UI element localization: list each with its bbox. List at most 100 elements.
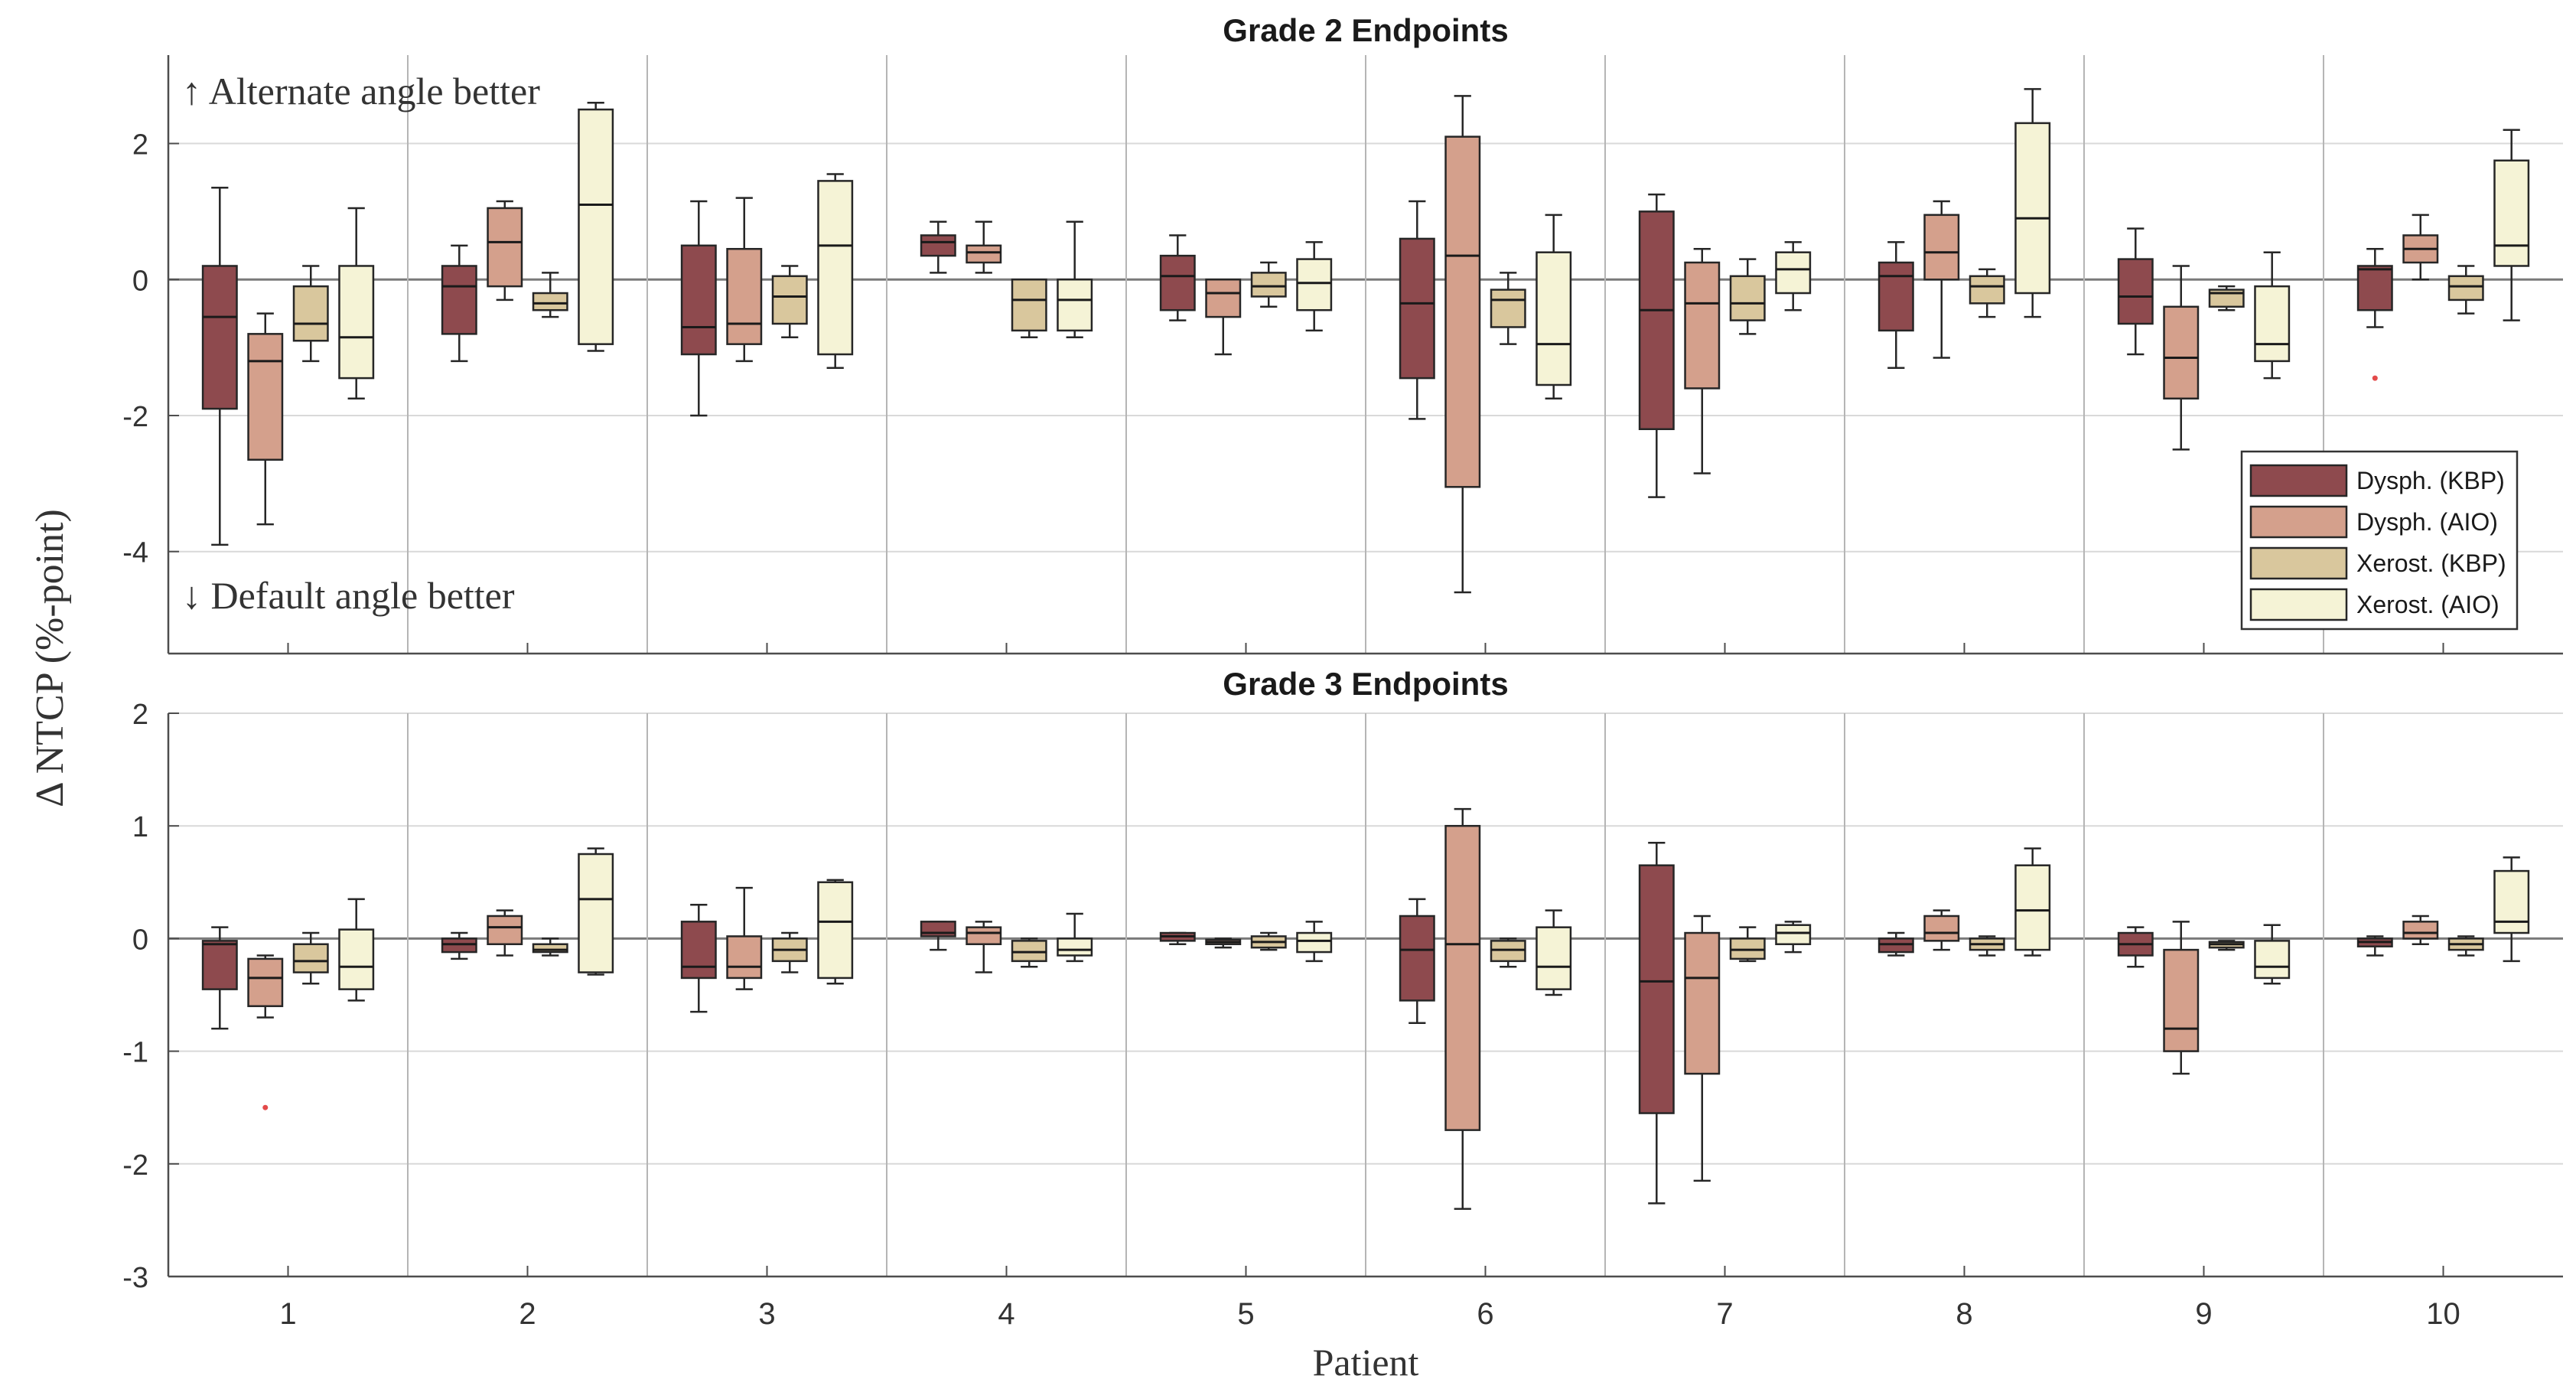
box-iqr — [1057, 279, 1093, 332]
box-dysph-kbp-patient-8 — [1877, 241, 1914, 370]
box-xerost-kbp-patient-9 — [2208, 285, 2245, 311]
grade2-panel: 2 0 -2 -4 — [122, 55, 2563, 655]
box-xerost-kbp-patient-10 — [2447, 265, 2484, 315]
box-xerost-kbp-patient-6 — [1490, 937, 1526, 968]
box-dysph-kbp-patient-9 — [2117, 926, 2154, 968]
box-iqr — [1444, 824, 1481, 1131]
box-iqr — [338, 928, 375, 990]
box-iqr — [1969, 275, 2005, 305]
box-iqr — [1877, 261, 1914, 332]
box-dysph-aio-patient-10 — [2402, 214, 2439, 281]
box-dysph-kbp-patient-4 — [920, 921, 956, 951]
y-tick-label: 2 — [132, 699, 148, 731]
box-xerost-kbp-patient-9 — [2208, 940, 2245, 951]
x-axis-label: Patient — [1313, 1341, 1419, 1384]
y-tick-label: 2 — [132, 129, 148, 161]
x-tick-label: 3 — [758, 1297, 775, 1331]
box-xerost-kbp-patient-5 — [1250, 261, 1287, 308]
y-tick-label: -4 — [122, 537, 148, 569]
box-iqr — [578, 853, 614, 973]
box-iqr — [2117, 258, 2154, 325]
x-tick-label: 4 — [998, 1297, 1014, 1331]
box-dysph-kbp-patient-5 — [1159, 931, 1196, 946]
box-xerost-aio-patient-7 — [1775, 241, 1812, 311]
box-iqr — [1490, 289, 1526, 328]
box-iqr — [817, 881, 854, 980]
box-xerost-kbp-patient-4 — [1011, 279, 1047, 339]
box-iqr — [1399, 237, 1435, 380]
box-iqr — [1729, 275, 1766, 321]
box-xerost-aio-patient-5 — [1296, 241, 1333, 332]
box-xerost-kbp-patient-1 — [292, 931, 329, 985]
box-dysph-kbp-patient-4 — [920, 220, 956, 274]
box-dysph-kbp-patient-7 — [1638, 193, 1675, 498]
box-xerost-aio-patient-7 — [1775, 921, 1812, 954]
box-dysph-aio-patient-3 — [726, 886, 763, 990]
box-xerost-kbp-patient-3 — [771, 265, 808, 339]
box-dysph-aio-patient-3 — [726, 197, 763, 363]
box-dysph-aio-patient-7 — [1684, 915, 1721, 1182]
box-xerost-kbp-patient-8 — [1969, 268, 2005, 318]
box-iqr — [680, 244, 717, 356]
box-xerost-aio-patient-3 — [817, 173, 854, 370]
box-iqr — [2254, 285, 2291, 363]
y-tick-label: 0 — [132, 924, 148, 956]
box-iqr — [771, 275, 808, 325]
box-iqr — [2163, 305, 2200, 400]
y-tick-label: 1 — [132, 811, 148, 843]
box-dysph-aio-patient-6 — [1444, 807, 1481, 1210]
box-iqr — [1536, 251, 1572, 386]
box-dysph-kbp-patient-6 — [1399, 898, 1435, 1025]
box-iqr — [2356, 265, 2393, 311]
legend-label: Xerost. (KBP) — [2356, 549, 2506, 577]
y-axis-label: Δ NTCP (%-point) — [28, 509, 72, 807]
outlier-point — [262, 1104, 269, 1110]
box-xerost-kbp-patient-3 — [771, 931, 808, 973]
box-iqr — [920, 234, 956, 257]
box-iqr — [1775, 924, 1812, 946]
box-xerost-kbp-patient-7 — [1729, 258, 1766, 335]
box-iqr — [920, 921, 956, 937]
legend-swatch-dysph-aio- — [2249, 505, 2348, 539]
box-iqr — [201, 940, 238, 990]
box-iqr — [292, 943, 329, 973]
box-iqr — [247, 333, 284, 461]
box-dysph-aio-patient-2 — [487, 200, 523, 302]
box-xerost-aio-patient-5 — [1296, 921, 1333, 963]
box-iqr — [1638, 210, 1675, 430]
box-iqr — [532, 943, 568, 954]
box-iqr — [1011, 279, 1047, 332]
box-dysph-aio-patient-4 — [966, 220, 1002, 274]
box-dysph-aio-patient-2 — [487, 909, 523, 957]
legend-swatch-dysph-kbp- — [2249, 464, 2348, 497]
box-xerost-kbp-patient-1 — [292, 265, 329, 363]
box-iqr — [1296, 258, 1333, 311]
legend-swatch-xerost-kbp- — [2249, 546, 2348, 580]
box-dysph-kbp-patient-2 — [441, 244, 477, 363]
box-iqr — [201, 265, 238, 410]
box-dysph-kbp-patient-10 — [2356, 248, 2393, 381]
box-dysph-kbp-patient-9 — [2117, 227, 2154, 356]
box-xerost-kbp-patient-4 — [1011, 937, 1047, 968]
box-iqr — [817, 180, 854, 356]
box-iqr — [966, 244, 1002, 264]
box-xerost-kbp-patient-10 — [2447, 935, 2484, 957]
box-xerost-kbp-patient-7 — [1729, 926, 1766, 963]
box-iqr — [487, 207, 523, 288]
y-tick-label: -1 — [122, 1037, 148, 1069]
outlier-point — [2372, 375, 2378, 381]
box-xerost-kbp-patient-2 — [532, 272, 568, 318]
box-dysph-kbp-patient-10 — [2356, 935, 2393, 957]
box-dysph-aio-patient-6 — [1444, 95, 1481, 594]
box-dysph-kbp-patient-3 — [680, 903, 717, 1013]
annotation-alternate-better: ↑ Alternate angle better — [182, 70, 540, 112]
box-xerost-kbp-patient-2 — [532, 937, 568, 957]
box-dysph-kbp-patient-5 — [1159, 234, 1196, 321]
box-xerost-aio-patient-2 — [578, 847, 614, 976]
y-tick-label: -3 — [122, 1262, 148, 1294]
box-iqr — [2493, 159, 2530, 267]
annotation-default-better: ↓ Default angle better — [182, 574, 515, 617]
box-dysph-kbp-patient-3 — [680, 200, 717, 417]
box-dysph-kbp-patient-8 — [1877, 931, 1914, 957]
